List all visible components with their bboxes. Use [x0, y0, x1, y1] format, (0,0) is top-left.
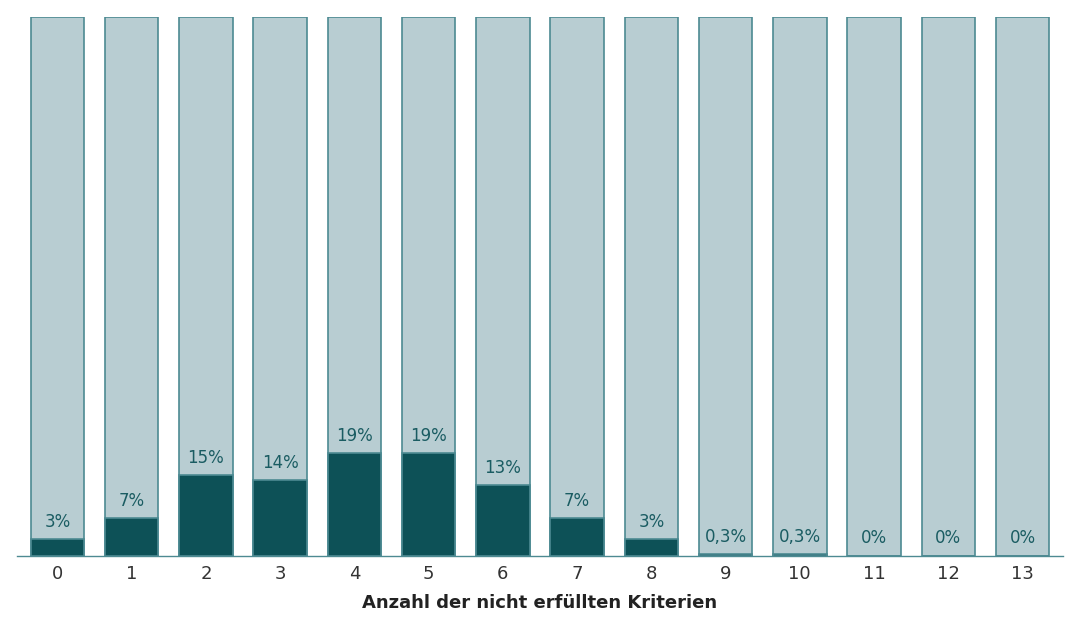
Bar	[105, 518, 159, 555]
Bar	[996, 16, 1050, 555]
Bar	[476, 16, 529, 555]
Text: 19%: 19%	[410, 427, 447, 445]
Bar	[254, 16, 307, 555]
Text: 0,3%: 0,3%	[704, 528, 746, 546]
Text: 14%: 14%	[261, 454, 298, 472]
Text: 0%: 0%	[935, 530, 961, 547]
Bar	[179, 16, 232, 555]
Bar	[699, 16, 753, 555]
Text: 0%: 0%	[861, 530, 887, 547]
Bar	[327, 16, 381, 555]
Bar	[476, 486, 529, 555]
Bar	[551, 518, 604, 555]
Bar	[848, 16, 901, 555]
Text: 7%: 7%	[564, 492, 590, 509]
Text: 3%: 3%	[44, 513, 70, 532]
Bar	[773, 554, 826, 555]
Text: 3%: 3%	[638, 513, 664, 532]
Bar	[254, 480, 307, 555]
Text: 7%: 7%	[119, 492, 145, 509]
Bar	[551, 16, 604, 555]
Bar	[773, 16, 826, 555]
Bar	[624, 16, 678, 555]
Bar	[30, 539, 84, 555]
X-axis label: Anzahl der nicht erfüllten Kriterien: Anzahl der nicht erfüllten Kriterien	[363, 594, 717, 613]
Bar	[921, 16, 975, 555]
Bar	[624, 539, 678, 555]
Text: 19%: 19%	[336, 427, 373, 445]
Bar	[402, 453, 456, 555]
Bar	[179, 475, 232, 555]
Text: 15%: 15%	[188, 448, 225, 467]
Bar	[30, 16, 84, 555]
Text: 0%: 0%	[1010, 530, 1036, 547]
Bar	[699, 554, 753, 555]
Text: 0,3%: 0,3%	[779, 528, 821, 546]
Text: 13%: 13%	[485, 459, 522, 477]
Bar	[402, 16, 456, 555]
Bar	[105, 16, 159, 555]
Bar	[327, 453, 381, 555]
